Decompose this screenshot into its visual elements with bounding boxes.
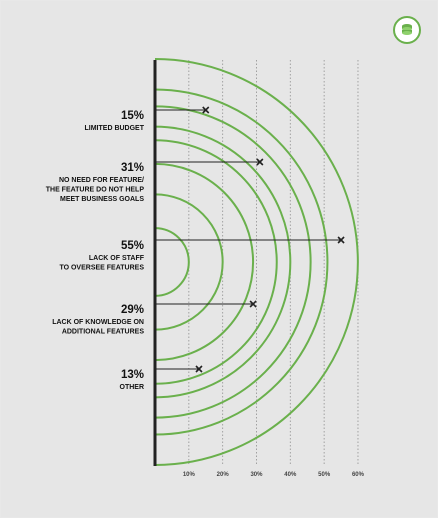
tick-labels: 10% 20% 30% 40% 50% 60% — [183, 472, 365, 478]
category-percentage: 15% — [121, 110, 144, 122]
arc — [154, 125, 292, 399]
category-percentage: 29% — [121, 304, 144, 316]
category-label: LACK OF STAFF — [89, 255, 145, 262]
category-percentage: 31% — [121, 162, 144, 174]
data-point-marker — [202, 106, 210, 114]
arc — [154, 105, 312, 419]
x-tick-label: 40% — [284, 472, 297, 478]
arc — [154, 162, 255, 362]
category-label: TO OVERSEE FEATURES — [59, 265, 144, 272]
data-point-marker — [195, 365, 203, 373]
data-point-marker — [337, 236, 345, 244]
category-percentage: 55% — [121, 240, 144, 252]
x-tick-label: 20% — [217, 472, 230, 478]
category-label: ADDITIONAL FEATURES — [62, 329, 145, 336]
data-markers — [155, 106, 345, 373]
arc — [154, 227, 190, 297]
arc — [154, 58, 359, 466]
x-tick-label: 50% — [318, 472, 331, 478]
category-labels: 15% LIMITED BUDGET 31% NO NEED FOR FEATURE/… — [46, 110, 145, 391]
category-label: LACK OF KNOWLEDGE ON — [52, 319, 144, 326]
category-label: OTHER — [120, 384, 145, 391]
category-label: THE FEATURE DO NOT HELP — [46, 187, 145, 194]
category-percentage: 13% — [121, 369, 144, 381]
data-point-marker — [256, 158, 264, 166]
data-point-marker — [249, 300, 257, 308]
arc — [154, 193, 224, 331]
x-tick-label: 30% — [250, 472, 263, 478]
x-tick-label: 60% — [352, 472, 365, 478]
category-label: MEET BUSINESS GOALS — [60, 196, 144, 203]
arc — [154, 139, 278, 385]
category-label: NO NEED FOR FEATURE/ — [59, 177, 144, 184]
x-tick-label: 10% — [183, 472, 196, 478]
category-label: LIMITED BUDGET — [85, 125, 145, 132]
coins-stack-icon — [393, 16, 421, 44]
arc — [154, 88, 329, 436]
arcs — [154, 58, 359, 466]
